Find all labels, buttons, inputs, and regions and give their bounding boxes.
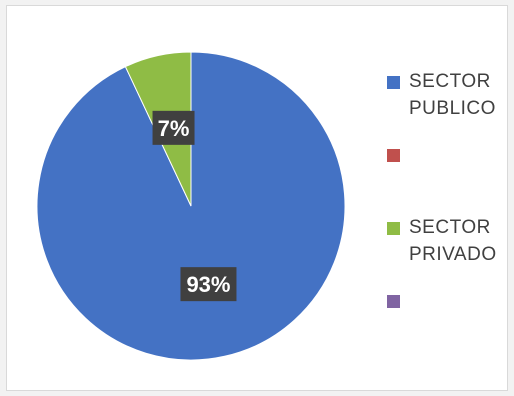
legend-item-unnamed-red (387, 141, 505, 214)
legend-swatch-sector-privado (387, 222, 400, 235)
legend-label-sector-publico: SECTOR PUBLICO (409, 68, 496, 122)
legend-item-sector-publico: SECTOR PUBLICO (387, 68, 505, 141)
chart-frame: 93% 7% SECTOR PUBLICO SECTOR PRIVADO (6, 5, 508, 391)
legend-swatch-sector-publico (387, 76, 400, 89)
legend-item-sector-privado: SECTOR PRIVADO (387, 214, 505, 287)
legend-label-line: SECTOR (409, 71, 491, 92)
legend-item-unnamed-purple (387, 287, 505, 360)
legend-label-line: SECTOR (409, 217, 491, 238)
legend: SECTOR PUBLICO SECTOR PRIVADO (387, 68, 505, 360)
data-label-0: 93% (180, 267, 237, 302)
data-label-box (152, 110, 195, 145)
data-label-text: 93% (186, 272, 230, 297)
pie-chart: 93% 7% (36, 51, 346, 361)
data-label-text: 7% (158, 116, 190, 141)
legend-swatch-unnamed-red (387, 149, 400, 162)
data-label-box (180, 267, 237, 302)
legend-label-line: PRIVADO (409, 244, 497, 265)
data-label-2: 7% (152, 110, 195, 145)
legend-label-sector-privado: SECTOR PRIVADO (409, 214, 497, 268)
legend-swatch-unnamed-purple (387, 295, 400, 308)
legend-label-line: PUBLICO (409, 98, 496, 119)
